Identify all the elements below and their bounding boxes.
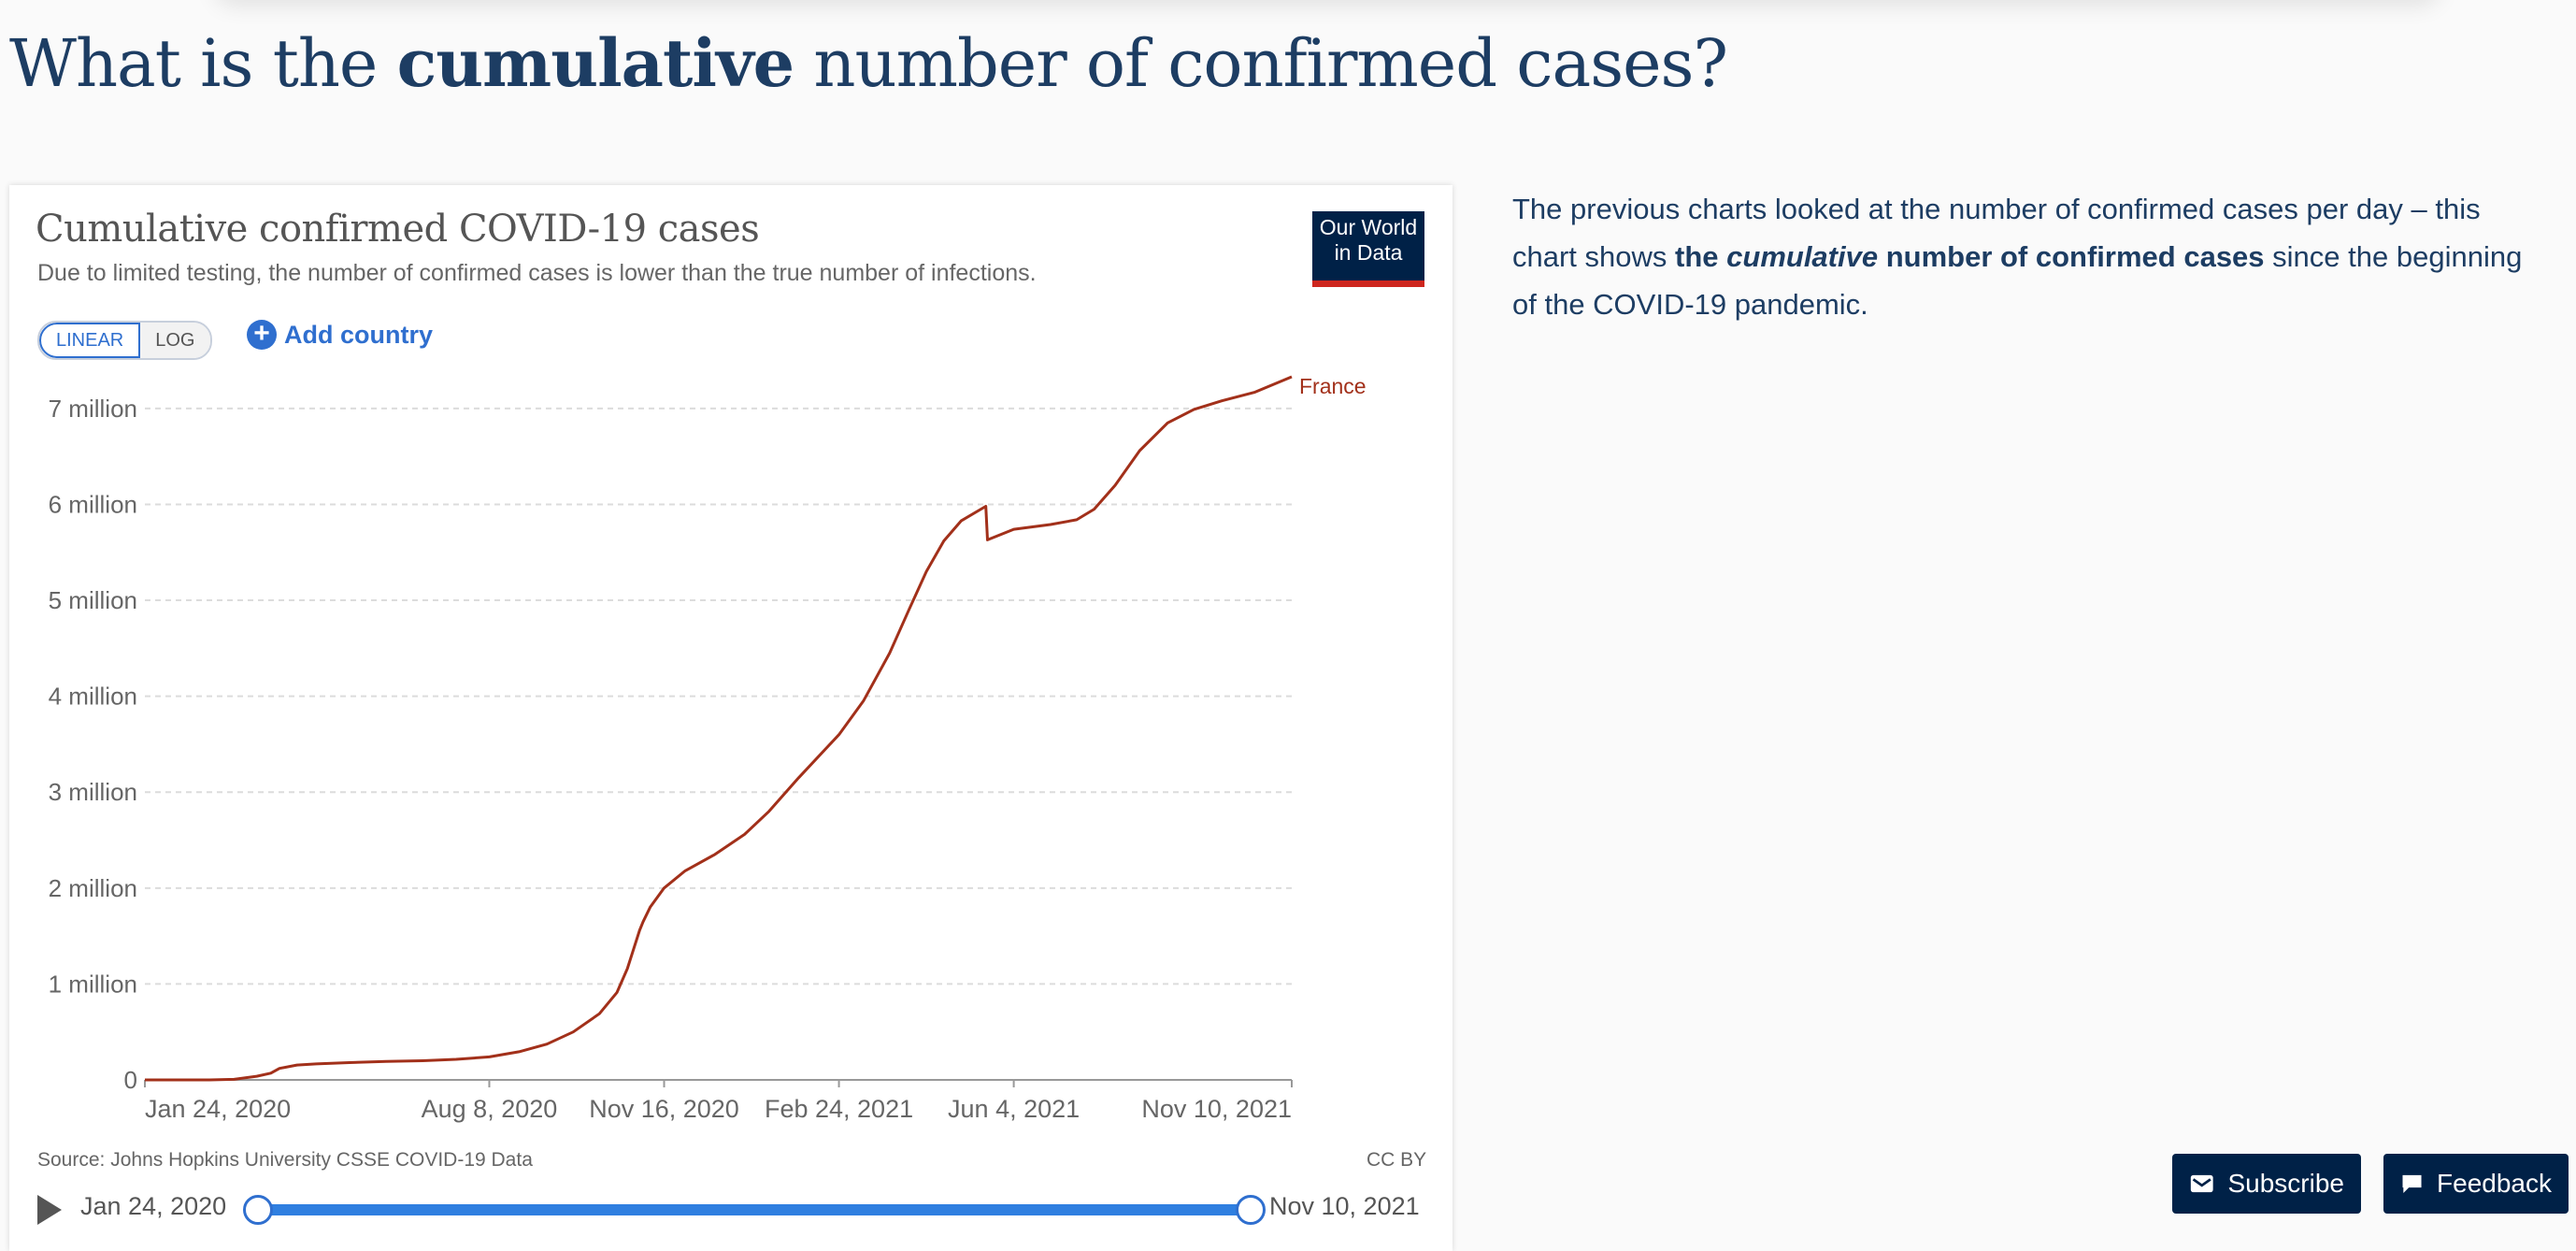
x-tick-label: Feb 24, 2021: [765, 1095, 913, 1123]
logo-line-1: Our World: [1319, 215, 1418, 239]
y-tick-label: 1 million: [49, 970, 137, 998]
chart-card: Cumulative confirmed COVID-19 cases Due …: [9, 185, 1453, 1251]
line-chart: 0 1 million 2 million 3 million 4 million 5 m…: [49, 374, 1367, 1123]
feedback-label: Feedback: [2437, 1169, 2552, 1198]
add-country-button[interactable]: + Add country: [247, 320, 433, 350]
owid-logo[interactable]: Our World in Data: [1312, 211, 1424, 287]
y-tick-label: 6 million: [49, 490, 137, 518]
x-tick-label: Nov 10, 2021: [1141, 1095, 1292, 1123]
log-scale-button[interactable]: LOG: [140, 323, 210, 358]
x-tick-label: Jun 4, 2021: [948, 1095, 1080, 1123]
scale-toggle: LINEAR LOG: [37, 321, 212, 360]
description-text: The previous charts looked at the number…: [1512, 193, 2523, 321]
speech-bubble-icon: [2402, 1174, 2422, 1194]
x-tick-label: Jan 24, 2020: [145, 1095, 291, 1123]
timeline-start-label: Jan 24, 2020: [80, 1192, 227, 1220]
page-title: What is the cumulative number of confirm…: [9, 24, 1728, 102]
timeline-end-label: Nov 10, 2021: [1269, 1192, 1420, 1220]
y-tick-label: 2 million: [49, 874, 137, 902]
source-note: Source: Johns Hopkins University CSSE CO…: [37, 1149, 533, 1171]
y-tick-label: 7 million: [49, 395, 137, 423]
license-link[interactable]: CC BY: [1367, 1149, 1427, 1171]
envelope-icon: [2190, 1174, 2213, 1193]
add-country-label: Add country: [284, 320, 433, 349]
subscribe-label: Subscribe: [2227, 1169, 2344, 1198]
plus-icon: +: [247, 320, 277, 350]
series-line-france: [145, 375, 1293, 1082]
chart-subtitle: Due to limited testing, the number of co…: [37, 260, 1037, 286]
y-tick-label: 5 million: [49, 586, 137, 614]
series-label: France: [1299, 374, 1367, 398]
logo-line-2: in Data: [1334, 240, 1403, 265]
timeline-track[interactable]: [258, 1204, 1252, 1215]
chart-title: Cumulative confirmed COVID-19 cases: [36, 208, 760, 251]
y-tick-label: 0: [124, 1066, 137, 1094]
y-tick-label: 4 million: [49, 683, 137, 711]
x-tick-label: Nov 16, 2020: [589, 1095, 739, 1123]
subscribe-button[interactable]: Subscribe: [2172, 1154, 2361, 1214]
timeline-start-handle[interactable]: [243, 1195, 273, 1225]
timeline-end-handle[interactable]: [1236, 1195, 1266, 1225]
x-tick-label: Aug 8, 2020: [422, 1095, 558, 1123]
play-icon[interactable]: [37, 1195, 62, 1225]
y-tick-label: 3 million: [49, 778, 137, 806]
feedback-button[interactable]: Feedback: [2383, 1154, 2569, 1214]
linear-scale-button[interactable]: LINEAR: [39, 323, 141, 358]
